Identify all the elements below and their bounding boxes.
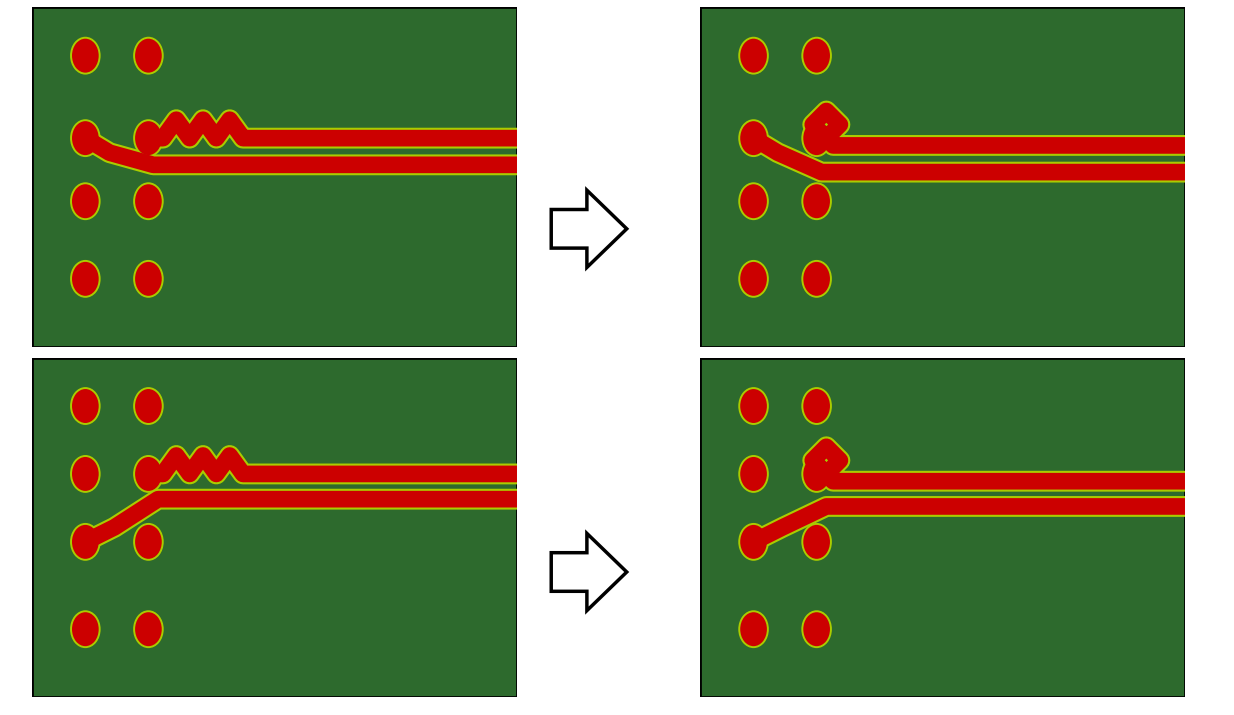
Ellipse shape	[133, 387, 164, 425]
Ellipse shape	[70, 455, 101, 493]
Ellipse shape	[801, 260, 832, 297]
Ellipse shape	[801, 455, 832, 493]
Ellipse shape	[133, 119, 164, 157]
Ellipse shape	[740, 457, 766, 491]
Ellipse shape	[72, 262, 99, 296]
Ellipse shape	[803, 262, 830, 296]
Ellipse shape	[803, 389, 830, 423]
Ellipse shape	[803, 612, 830, 646]
Ellipse shape	[135, 121, 162, 155]
Ellipse shape	[803, 121, 830, 155]
Ellipse shape	[70, 523, 101, 561]
Ellipse shape	[738, 523, 769, 561]
Ellipse shape	[801, 36, 832, 74]
Ellipse shape	[72, 612, 99, 646]
Ellipse shape	[135, 262, 162, 296]
Ellipse shape	[803, 39, 830, 73]
FancyArrow shape	[552, 190, 627, 267]
Ellipse shape	[72, 39, 99, 73]
Ellipse shape	[740, 262, 766, 296]
Ellipse shape	[70, 260, 101, 297]
Ellipse shape	[135, 389, 162, 423]
Ellipse shape	[738, 260, 769, 297]
FancyArrow shape	[552, 533, 627, 611]
Ellipse shape	[740, 389, 766, 423]
Ellipse shape	[133, 36, 164, 74]
Ellipse shape	[70, 611, 101, 648]
Ellipse shape	[803, 184, 830, 218]
Ellipse shape	[133, 182, 164, 220]
Ellipse shape	[738, 455, 769, 493]
Ellipse shape	[801, 182, 832, 220]
Ellipse shape	[740, 612, 766, 646]
Ellipse shape	[738, 387, 769, 425]
Ellipse shape	[70, 36, 101, 74]
Ellipse shape	[801, 119, 832, 157]
Ellipse shape	[135, 39, 162, 73]
Ellipse shape	[135, 184, 162, 218]
Ellipse shape	[133, 523, 164, 561]
Ellipse shape	[133, 455, 164, 493]
Ellipse shape	[72, 457, 99, 491]
Ellipse shape	[738, 36, 769, 74]
Ellipse shape	[801, 523, 832, 561]
Ellipse shape	[133, 611, 164, 648]
Ellipse shape	[740, 184, 766, 218]
Ellipse shape	[72, 525, 99, 559]
Ellipse shape	[738, 611, 769, 648]
Ellipse shape	[740, 39, 766, 73]
Ellipse shape	[803, 525, 830, 559]
Ellipse shape	[801, 611, 832, 648]
Ellipse shape	[135, 525, 162, 559]
Ellipse shape	[133, 260, 164, 297]
Ellipse shape	[72, 121, 99, 155]
Ellipse shape	[70, 387, 101, 425]
Ellipse shape	[135, 612, 162, 646]
Ellipse shape	[740, 121, 766, 155]
Ellipse shape	[72, 389, 99, 423]
Ellipse shape	[135, 457, 162, 491]
Ellipse shape	[70, 119, 101, 157]
Ellipse shape	[738, 119, 769, 157]
Ellipse shape	[738, 182, 769, 220]
Ellipse shape	[70, 182, 101, 220]
Ellipse shape	[801, 387, 832, 425]
Ellipse shape	[803, 457, 830, 491]
Ellipse shape	[740, 525, 766, 559]
Ellipse shape	[72, 184, 99, 218]
